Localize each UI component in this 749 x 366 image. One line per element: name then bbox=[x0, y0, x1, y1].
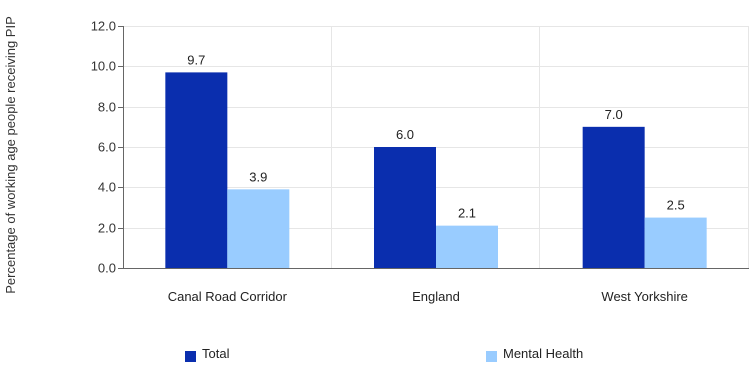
data-label: 2.5 bbox=[667, 198, 685, 213]
bar-total bbox=[165, 72, 227, 268]
bar-mental-health bbox=[645, 218, 707, 268]
y-axis-title: Percentage of working age people receivi… bbox=[3, 16, 18, 294]
y-tick-label: 12.0 bbox=[91, 19, 116, 34]
y-tick-label: 10.0 bbox=[91, 59, 116, 74]
data-label: 9.7 bbox=[187, 52, 205, 67]
data-label: 3.9 bbox=[249, 169, 267, 184]
y-tick-label: 6.0 bbox=[98, 140, 116, 155]
data-label: 7.0 bbox=[605, 107, 623, 122]
y-tick-label: 4.0 bbox=[98, 180, 116, 195]
category-label: England bbox=[412, 289, 460, 304]
bar-mental-health bbox=[436, 226, 498, 268]
legend-swatch-mental-health bbox=[486, 351, 497, 362]
bar-total bbox=[374, 147, 436, 268]
y-tick-label: 8.0 bbox=[98, 100, 116, 115]
data-label: 6.0 bbox=[396, 127, 414, 142]
legend-swatch-total bbox=[185, 351, 196, 362]
legend-label-total: Total bbox=[202, 346, 229, 361]
legend-item-total: Total bbox=[185, 346, 229, 361]
data-label: 2.1 bbox=[458, 206, 476, 221]
legend-item-mental-health: Mental Health bbox=[486, 346, 583, 361]
category-label: Canal Road Corridor bbox=[168, 289, 288, 304]
bar-mental-health bbox=[227, 189, 289, 268]
bars bbox=[165, 72, 706, 268]
category-label: West Yorkshire bbox=[601, 289, 687, 304]
y-tick-label: 0.0 bbox=[98, 261, 116, 276]
bar-total bbox=[583, 127, 645, 268]
y-tick-label: 2.0 bbox=[98, 221, 116, 236]
legend-label-mental-health: Mental Health bbox=[503, 346, 583, 361]
